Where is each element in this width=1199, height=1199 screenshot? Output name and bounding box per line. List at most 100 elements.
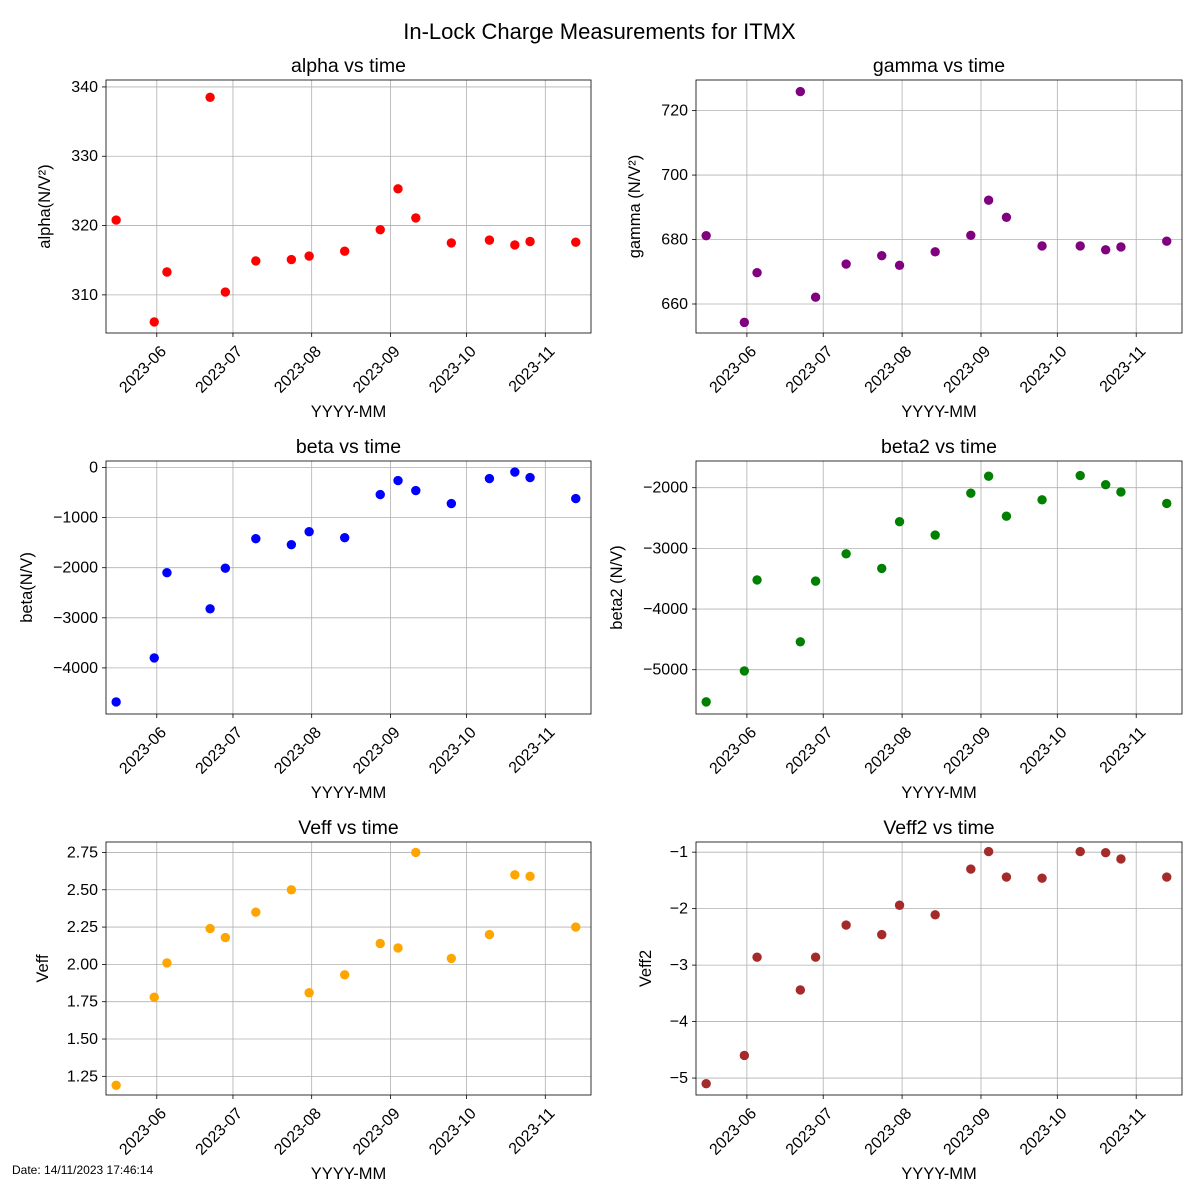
data-point [571, 237, 581, 247]
data-point [1037, 495, 1047, 505]
axes-frame [105, 841, 592, 1096]
x-tick-label: 2023-08 [862, 724, 916, 778]
data-point [810, 576, 821, 586]
y-tick-label: 680 [661, 232, 688, 249]
data-point [393, 184, 403, 194]
data-point [220, 932, 231, 943]
data-point [877, 929, 887, 940]
data-point [841, 920, 851, 930]
data-point [701, 230, 711, 241]
x-tick-label: 2023-10 [426, 1105, 480, 1159]
x-tick-label: 2023-09 [350, 724, 404, 778]
x-tick-label: 2023-06 [116, 1105, 170, 1159]
subplot-4: 2023-06 2023-07 2023-08 2023-09 2023-10 2023-… [608, 436, 1183, 802]
data-point [162, 958, 172, 968]
data-point [220, 287, 231, 297]
data-point [983, 846, 994, 857]
x-tick-label: 2023-10 [426, 343, 480, 397]
data-point [1037, 873, 1047, 883]
y-tick-label: 700 [661, 167, 688, 184]
data-point [841, 259, 851, 269]
y-tick-label: 720 [661, 103, 688, 120]
data-point [375, 938, 385, 949]
y-tick-label: −1000 [53, 510, 98, 527]
x-axis-label: YYYY-MM [311, 1165, 387, 1183]
x-tick-label: 2023-07 [783, 1105, 837, 1159]
x-tick-label: 2023-07 [783, 343, 837, 397]
data-point [411, 485, 421, 496]
data-point [752, 575, 762, 585]
x-axis-label: YYYY-MM [311, 784, 387, 802]
y-tick-label: 0 [89, 460, 98, 477]
subplot-title: gamma vs time [873, 55, 1005, 77]
data-point [701, 1079, 711, 1089]
data-point [1100, 245, 1111, 255]
data-point [484, 473, 495, 484]
axes-frame [695, 79, 1183, 334]
subplot-title: Veff vs time [298, 817, 398, 839]
data-point [525, 871, 535, 882]
data-point [739, 1050, 750, 1061]
figure-title: In-Lock Charge Measurements for ITMX [403, 19, 796, 44]
x-axis-label: YYYY-MM [901, 784, 977, 802]
data-point [304, 251, 314, 261]
y-axis-label: beta(N/V) [18, 552, 36, 623]
y-tick-label: −2000 [53, 560, 98, 577]
y-axis-label: alpha(N/V²) [36, 164, 54, 248]
data-point [149, 653, 159, 663]
data-point [983, 471, 994, 481]
data-point [162, 568, 172, 578]
subplot-title: alpha vs time [291, 55, 406, 77]
x-tick-label: 2023-08 [862, 343, 916, 397]
y-tick-label: 330 [71, 148, 98, 165]
subplot-title: beta2 vs time [881, 436, 997, 458]
y-tick-label: 2.50 [67, 882, 98, 899]
data-point [1001, 511, 1012, 521]
data-point [795, 637, 806, 647]
y-tick-label: 2.25 [67, 919, 98, 936]
data-point [571, 493, 581, 504]
data-point [484, 235, 495, 245]
data-point [930, 910, 940, 920]
data-point [877, 563, 887, 574]
y-tick-label: 1.25 [67, 1068, 98, 1085]
x-tick-label: 2023-11 [1097, 343, 1150, 396]
x-tick-label: 2023-08 [271, 724, 325, 778]
data-point [251, 907, 261, 917]
subplot-1: 2023-06 2023-07 2023-08 2023-09 2023-10 2023-… [36, 55, 592, 421]
data-point [304, 526, 314, 537]
y-tick-label: 660 [661, 296, 688, 313]
y-tick-label: −3000 [53, 610, 98, 627]
x-axis-label: YYYY-MM [901, 1165, 977, 1183]
y-tick-label: 310 [71, 287, 98, 304]
x-tick-label: 2023-11 [506, 343, 559, 396]
axes-frame [695, 841, 1183, 1096]
axes-frame [695, 460, 1183, 715]
y-tick-label: 2.00 [67, 956, 98, 973]
x-tick-label: 2023-09 [941, 724, 995, 778]
data-point [446, 498, 457, 509]
data-point [111, 1080, 121, 1090]
data-point [1162, 498, 1172, 509]
data-point [966, 230, 976, 241]
data-point [930, 530, 940, 540]
data-point [701, 697, 711, 707]
x-tick-label: 2023-09 [941, 1105, 995, 1159]
y-tick-label: −4000 [53, 660, 98, 677]
data-point [525, 472, 535, 483]
axes-frame [105, 79, 592, 334]
x-tick-label: 2023-10 [426, 724, 480, 778]
subplot-title: Veff2 vs time [883, 817, 994, 839]
x-tick-label: 2023-11 [506, 724, 559, 777]
x-tick-label: 2023-06 [116, 343, 170, 397]
data-point [205, 604, 215, 614]
data-point [162, 267, 172, 277]
data-point [795, 86, 806, 97]
data-point [510, 467, 520, 477]
y-tick-label: −3 [670, 957, 688, 974]
data-point [446, 953, 457, 964]
x-tick-label: 2023-06 [116, 724, 170, 778]
y-tick-label: −3000 [643, 540, 688, 557]
data-point [739, 317, 750, 328]
data-point [1037, 241, 1047, 251]
